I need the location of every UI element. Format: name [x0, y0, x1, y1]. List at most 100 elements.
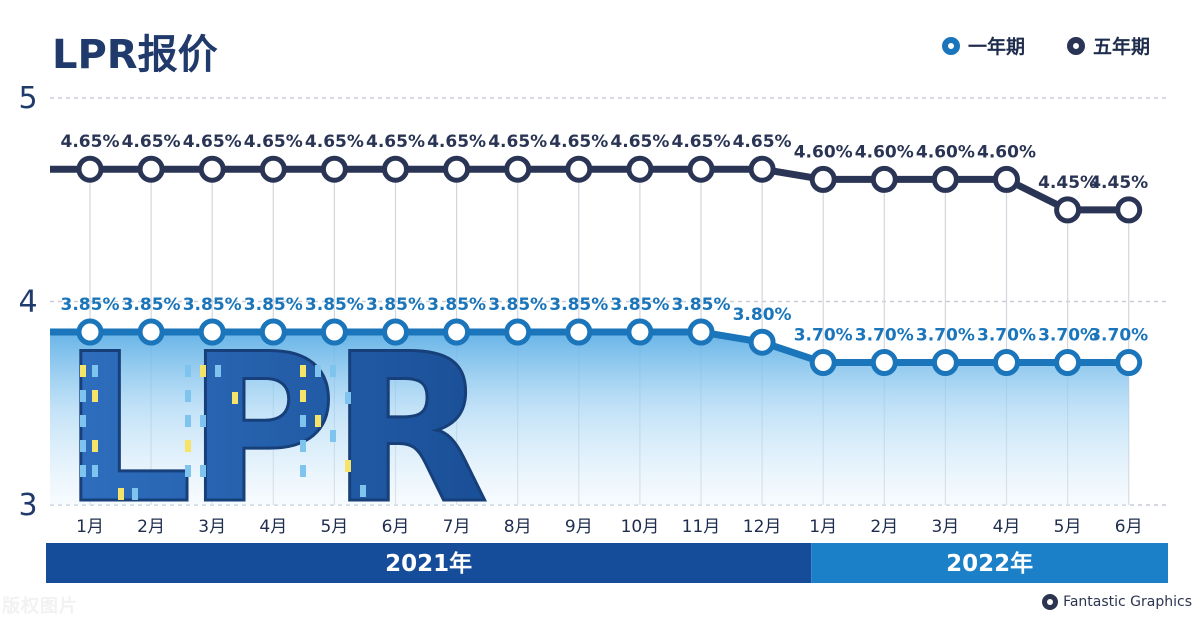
one-year-point: [809, 349, 837, 377]
one-year-data-label: 3.85%: [244, 295, 303, 315]
five-year-data-label: 4.60%: [855, 142, 914, 162]
y-tick-label: 5: [18, 81, 37, 116]
one-year-data-label: 3.85%: [549, 295, 608, 315]
five-year-point: [626, 155, 654, 183]
x-tick-label: 2月: [137, 517, 165, 537]
five-year-point: [993, 165, 1020, 193]
decor-layer: LPR: [61, 310, 493, 551]
building-window: [315, 415, 321, 427]
x-tick-label: 8月: [504, 517, 532, 537]
one-year-data-label: 3.85%: [122, 295, 181, 315]
x-tick-label: 6月: [1115, 517, 1143, 537]
one-year-point: [626, 318, 654, 346]
building-window: [80, 465, 86, 477]
x-tick-label: 9月: [565, 517, 593, 537]
five-year-point: [198, 155, 226, 183]
five-year-point: [565, 155, 593, 183]
building-window: [80, 390, 86, 402]
five-year-point: [1115, 196, 1143, 224]
one-year-data-label: 3.85%: [183, 295, 242, 315]
five-year-data-label: 4.65%: [427, 132, 486, 152]
legend-marker-five-year: [1066, 36, 1085, 55]
credit-text: Fantastic Graphics: [1063, 594, 1192, 610]
x-tick-label: 5月: [320, 517, 348, 537]
watermark: 版权图片: [2, 596, 78, 617]
five-year-data-label: 4.45%: [1038, 173, 1097, 193]
one-year-point: [1115, 349, 1143, 377]
one-year-data-label: 3.85%: [61, 295, 120, 315]
five-year-point: [76, 155, 104, 183]
one-year-point: [748, 328, 776, 356]
one-year-data-label: 3.85%: [305, 295, 364, 315]
one-year-data-label: 3.70%: [1089, 326, 1148, 346]
building-window: [80, 415, 86, 427]
five-year-point: [137, 155, 165, 183]
one-year-point: [198, 318, 226, 346]
point-layer: [76, 155, 1143, 377]
legend-label-five-year: 五年期: [1092, 36, 1150, 58]
one-year-point: [870, 349, 898, 377]
building-window: [92, 365, 98, 377]
building-window: [185, 415, 191, 427]
one-year-point: [443, 318, 471, 346]
one-year-data-label: 3.70%: [916, 326, 975, 346]
legend: 一年期 五年期: [941, 32, 1150, 59]
legend-label-one-year: 一年期: [967, 36, 1025, 58]
five-year-point: [259, 155, 287, 183]
legend-item-five-year: 五年期: [1066, 32, 1150, 59]
building-window: [92, 390, 98, 402]
building-window: [185, 465, 191, 477]
one-year-data-label: 3.85%: [488, 295, 547, 315]
x-tick-label: 3月: [198, 517, 226, 537]
x-tick-label: 1月: [809, 517, 837, 537]
five-year-point: [320, 155, 348, 183]
one-year-data-label: 3.85%: [366, 295, 425, 315]
legend-marker-one-year: [941, 36, 960, 55]
one-year-point: [993, 349, 1020, 377]
building-window: [330, 430, 336, 442]
x-tick-label: 2月: [870, 517, 898, 537]
x-tick-label: 10月: [621, 517, 660, 537]
one-year-point: [259, 318, 287, 346]
one-year-point: [504, 318, 532, 346]
five-year-point: [443, 155, 471, 183]
credit: Fantastic Graphics: [1042, 594, 1192, 610]
legend-item-one-year: 一年期: [941, 32, 1025, 59]
one-year-data-label: 3.70%: [1038, 326, 1097, 346]
x-tick-label: 6月: [382, 517, 410, 537]
one-year-point: [76, 318, 104, 346]
five-year-point: [748, 155, 776, 183]
one-year-data-label: 3.70%: [855, 326, 914, 346]
building-window: [300, 440, 306, 452]
x-tick-label: 4月: [993, 517, 1021, 537]
five-year-point: [1054, 196, 1082, 224]
decor-lpr-letters: LPR: [62, 311, 485, 549]
five-year-data-label: 4.65%: [244, 132, 303, 152]
x-tick-label: 11月: [682, 517, 721, 537]
one-year-data-label: 3.85%: [672, 295, 731, 315]
x-tick-label: 5月: [1054, 517, 1082, 537]
five-year-data-label: 4.65%: [549, 132, 608, 152]
building-window: [330, 365, 336, 377]
x-tick-label: 12月: [743, 517, 782, 537]
building-window: [215, 365, 221, 377]
one-year-point: [1054, 349, 1082, 377]
building-window: [200, 415, 206, 427]
five-year-point: [931, 165, 959, 193]
building-window: [185, 365, 191, 377]
building-window: [300, 390, 306, 402]
building-window: [80, 365, 86, 377]
one-year-point: [565, 318, 593, 346]
x-tick-label: 3月: [931, 517, 959, 537]
label-layer: 3.85% 3.85% 3.85% 3.85% 3.85% 3.85% 3.85% 3.85%…: [61, 132, 1149, 345]
building-window: [200, 465, 206, 477]
one-year-point: [320, 318, 348, 346]
x-tick-label: 7月: [443, 517, 471, 537]
building-window: [185, 390, 191, 402]
building-window: [300, 365, 306, 377]
five-year-data-label: 4.60%: [977, 142, 1036, 162]
five-year-data-label: 4.65%: [672, 132, 731, 152]
y-tick-label: 3: [18, 488, 37, 523]
five-year-point: [504, 155, 532, 183]
